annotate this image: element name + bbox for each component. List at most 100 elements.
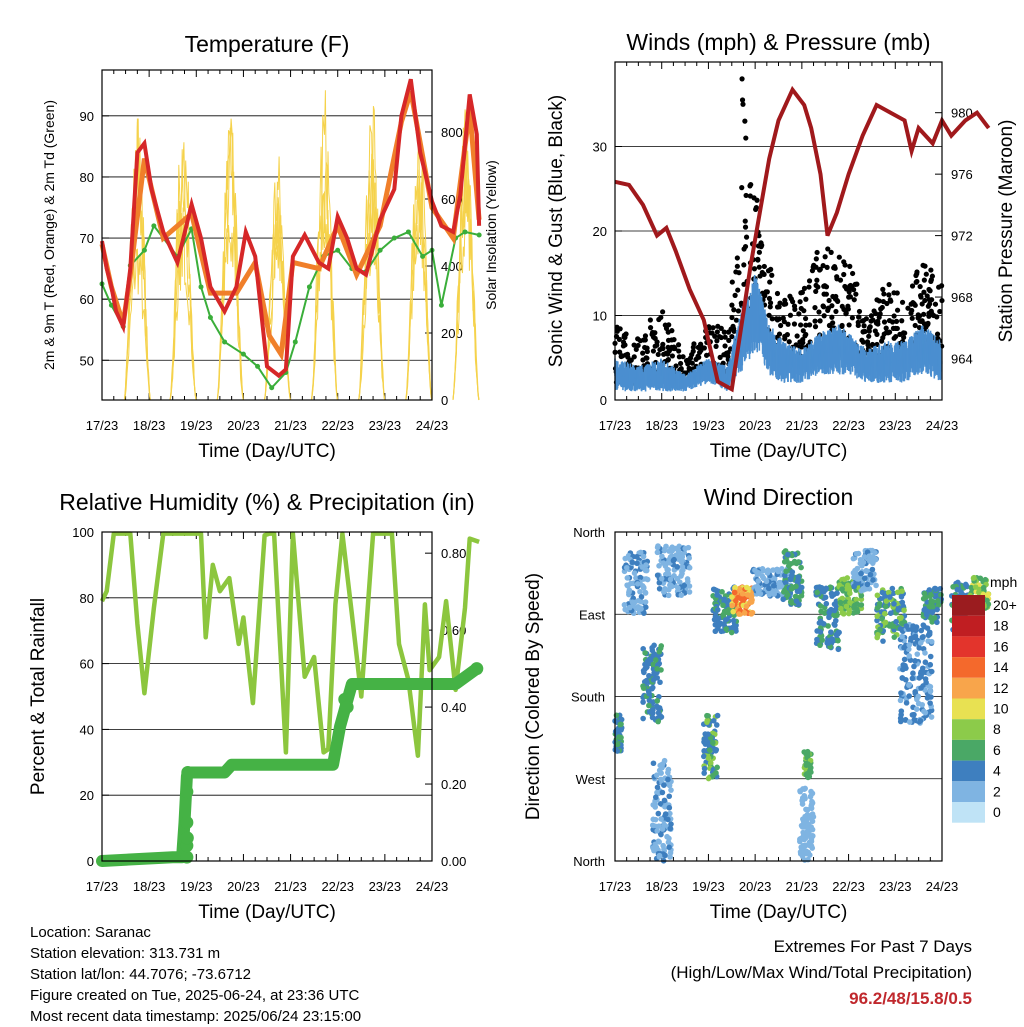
direction-point bbox=[707, 760, 714, 766]
direction-point bbox=[837, 599, 844, 606]
y2-tick-label: 0.20 bbox=[441, 777, 466, 792]
gust-point bbox=[814, 249, 820, 256]
pressure-line bbox=[614, 85, 991, 393]
gust-point bbox=[710, 325, 716, 331]
direction-point bbox=[807, 852, 813, 858]
gust-point bbox=[726, 337, 732, 344]
direction-point bbox=[785, 562, 792, 569]
x-tick-label: 17/23 bbox=[599, 418, 632, 433]
direction-point bbox=[817, 642, 823, 649]
direction-point bbox=[931, 614, 938, 621]
direction-point bbox=[649, 647, 656, 654]
gust-point bbox=[735, 287, 741, 293]
gust-point bbox=[643, 355, 649, 361]
legend-label: 10 bbox=[993, 701, 1009, 717]
direction-point bbox=[650, 661, 657, 668]
gust-point bbox=[731, 307, 737, 313]
gust-point bbox=[741, 246, 747, 252]
direction-point bbox=[659, 553, 665, 560]
direction-point bbox=[898, 614, 904, 621]
gust-point bbox=[774, 290, 781, 297]
direction-point bbox=[859, 563, 865, 569]
gust-point bbox=[837, 277, 844, 283]
elevation-text: Station elevation: 313.731 m bbox=[30, 945, 221, 962]
direction-point bbox=[741, 610, 748, 616]
extremes-title: Extremes For Past 7 Days bbox=[773, 937, 972, 956]
gust-point bbox=[660, 309, 666, 315]
direction-point bbox=[739, 590, 746, 597]
gust-point bbox=[890, 325, 897, 331]
direction-point bbox=[654, 698, 661, 704]
gust-point bbox=[881, 291, 887, 297]
gust-point bbox=[742, 118, 748, 124]
gust-point bbox=[921, 289, 927, 295]
gust-point bbox=[734, 263, 740, 269]
gust-point bbox=[803, 296, 809, 302]
gust-point bbox=[816, 309, 822, 315]
direction-point bbox=[875, 631, 881, 638]
direction-point bbox=[678, 592, 685, 598]
gust-point bbox=[928, 278, 934, 284]
direction-point bbox=[667, 810, 673, 817]
direction-point bbox=[638, 594, 645, 600]
legend-label: 8 bbox=[993, 721, 1001, 737]
gust-point bbox=[841, 259, 847, 265]
direction-point bbox=[780, 596, 787, 603]
gust-point bbox=[753, 204, 759, 211]
gust-point bbox=[851, 297, 857, 303]
direction-point bbox=[909, 675, 916, 682]
direction-point bbox=[744, 584, 750, 591]
solar-line bbox=[123, 118, 151, 401]
gust-point bbox=[915, 312, 921, 318]
gust-point bbox=[894, 325, 900, 332]
direction-point bbox=[624, 582, 630, 588]
direction-point bbox=[650, 816, 657, 823]
chart-title: Relative Humidity (%) & Precipitation (i… bbox=[59, 489, 474, 515]
direction-point bbox=[797, 788, 803, 794]
gust-point bbox=[929, 297, 935, 303]
direction-point bbox=[882, 619, 889, 626]
direction-point bbox=[706, 747, 713, 753]
direction-point bbox=[642, 599, 649, 605]
gust-point bbox=[743, 234, 750, 240]
direction-point bbox=[982, 576, 989, 583]
gust-point bbox=[909, 283, 916, 289]
direction-point bbox=[668, 787, 674, 793]
gust-point bbox=[929, 273, 936, 279]
direction-point bbox=[906, 719, 913, 725]
direction-point bbox=[839, 610, 846, 616]
y2-tick-label: 0.80 bbox=[441, 546, 466, 561]
direction-point bbox=[617, 721, 624, 728]
x-tick-label: 22/23 bbox=[321, 418, 354, 433]
gust-point bbox=[912, 322, 918, 329]
direction-point bbox=[883, 598, 890, 604]
gust-point bbox=[902, 330, 908, 336]
x-tick-label: 24/23 bbox=[926, 879, 959, 894]
direction-point bbox=[747, 599, 753, 606]
gust-point bbox=[869, 341, 876, 348]
gust-point bbox=[875, 318, 881, 324]
gust-point bbox=[923, 271, 929, 277]
direction-point bbox=[985, 591, 992, 598]
direction-point bbox=[644, 664, 650, 670]
legend-label: 20+ bbox=[993, 597, 1017, 613]
dewpoint-point bbox=[420, 253, 426, 259]
direction-point bbox=[891, 601, 897, 607]
gust-point bbox=[665, 357, 671, 363]
direction-point bbox=[629, 599, 636, 605]
dewpoint-point bbox=[151, 223, 157, 229]
gust-point bbox=[855, 322, 861, 329]
chart-title: Temperature (F) bbox=[185, 31, 350, 57]
gust-point bbox=[813, 256, 819, 262]
direction-point bbox=[667, 825, 674, 832]
direction-point bbox=[915, 693, 922, 700]
gust-point bbox=[675, 342, 682, 348]
direction-point bbox=[659, 789, 666, 796]
direction-point bbox=[710, 739, 716, 746]
gust-point bbox=[624, 351, 631, 357]
legend-swatch bbox=[952, 636, 985, 658]
direction-point bbox=[835, 646, 842, 653]
direction-point bbox=[649, 685, 655, 692]
direction-point bbox=[665, 566, 671, 573]
direction-point bbox=[757, 590, 764, 597]
